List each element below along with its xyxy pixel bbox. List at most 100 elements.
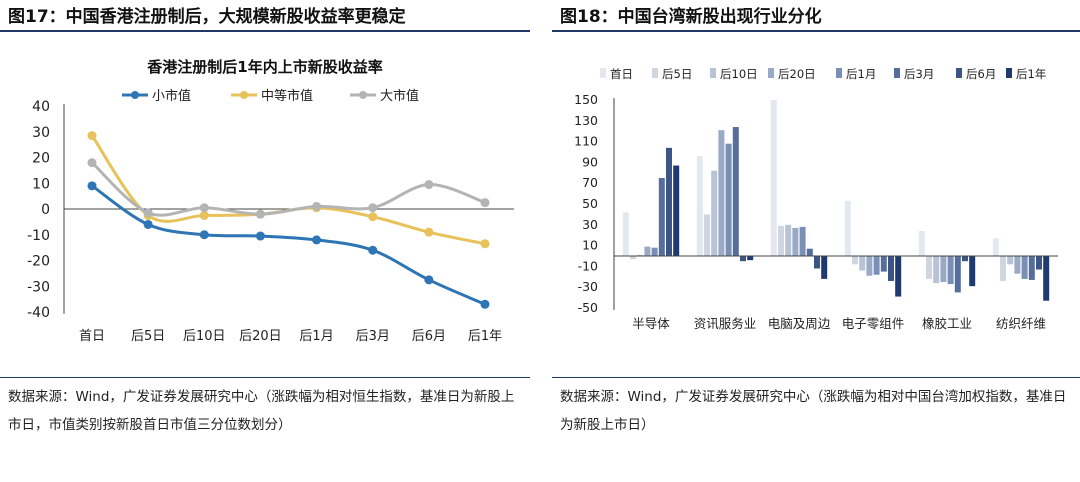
y-tick-label: 10 <box>32 176 50 192</box>
legend-swatch-7 <box>956 68 962 78</box>
bar-6-3 <box>1007 256 1014 265</box>
legend-swatch-8 <box>1006 68 1012 78</box>
right-source-note: 数据来源：Wind，广发证券发展研究中心（涨跌幅为相对中国台湾加权指数，基准日为… <box>560 389 1067 433</box>
bar-6-6 <box>1028 256 1035 280</box>
right-title-rule <box>552 30 1080 32</box>
y-tick-label: -30 <box>578 279 598 294</box>
left-title-rule <box>0 30 530 32</box>
y-tick-label: -10 <box>578 258 598 273</box>
legend-label-1: 小市值 <box>152 88 191 104</box>
right-figure-panel: 图18：中国台湾新股出现行业分化 首日 后5日 后10日 后20日 后1月 后3月 后6月 后… <box>552 0 1080 482</box>
bar-3-4 <box>792 227 799 256</box>
bar-3-2 <box>778 225 784 256</box>
bar-4-6 <box>880 256 887 272</box>
y-tick-label: 30 <box>582 217 598 232</box>
legend-label-8: 后1年 <box>1016 67 1046 81</box>
y-tick-label: 20 <box>32 151 50 167</box>
series-2-point-1 <box>87 131 97 141</box>
series-1-point-8 <box>480 299 490 309</box>
bar-1-3 <box>637 254 644 256</box>
bar-3-5 <box>799 226 806 256</box>
left-figure-panel: 图17：中国香港注册制后，大规模新股收益率更稳定 香港注册制后1年内上市新股收益… <box>0 0 530 482</box>
series-1-point-1 <box>87 181 97 191</box>
bar-chart: 首日 后5日 后10日 后20日 后1月 后3月 后6月 后1年 150 130 110 90 70 50… <box>574 67 1058 331</box>
series-1-point-2 <box>143 219 153 229</box>
series-1-point-6 <box>368 245 378 255</box>
bar-4-8 <box>895 256 902 297</box>
x-tick-label: 后20日 <box>239 329 282 344</box>
y-tick-label: -20 <box>27 254 50 270</box>
series-3-point-5 <box>312 201 322 211</box>
bar-6-1 <box>992 238 999 256</box>
bar-2-8 <box>747 256 754 261</box>
x-tick-label: 后1月 <box>299 329 333 344</box>
bar-2-6 <box>732 127 739 256</box>
series-3-point-3 <box>199 203 209 213</box>
bar-2-5 <box>725 143 732 256</box>
series-3-point-1 <box>87 158 97 168</box>
legend-label-6: 后3月 <box>904 67 934 81</box>
y-tick-label: 70 <box>582 175 598 190</box>
bar-4-5 <box>873 256 880 275</box>
bar-6-8 <box>1043 256 1050 301</box>
legend-marker-2 <box>240 91 248 99</box>
bar-5-6 <box>954 256 961 293</box>
legend-label-4: 后20日 <box>778 67 816 81</box>
bar-2-2 <box>704 214 710 256</box>
bar-1-7 <box>666 147 672 256</box>
bar-4-4 <box>866 256 873 276</box>
x-tick-label: 后10日 <box>183 329 226 344</box>
series-3-point-4 <box>255 209 265 219</box>
y-tick-label: -10 <box>27 228 50 244</box>
bar-3-3 <box>785 224 792 256</box>
legend-label-7: 后6月 <box>966 67 996 81</box>
legend-marker-1 <box>131 91 139 99</box>
y-tick-label: -50 <box>578 300 598 315</box>
series-3-point-7 <box>424 180 434 190</box>
bar-1-5 <box>651 247 658 256</box>
bar-6-5 <box>1021 256 1028 279</box>
y-tick-label: 130 <box>574 113 598 128</box>
y-tick-label: 50 <box>582 196 598 211</box>
x-tick-label: 后6月 <box>412 329 446 344</box>
x-tick-label: 资讯服务业 <box>694 316 757 331</box>
bar-5-2 <box>926 256 932 279</box>
bar-5-8 <box>969 256 976 287</box>
bar-3-1 <box>770 100 777 256</box>
legend-label-2: 中等市值 <box>261 88 313 104</box>
right-source-rule <box>552 377 1080 378</box>
series-1-point-4 <box>255 231 265 241</box>
x-tick-label: 纺织纤维 <box>996 316 1046 331</box>
right-figure-title: 图18：中国台湾新股出现行业分化 <box>560 7 822 27</box>
left-figure-title: 图17：中国香港注册制后，大规模新股收益率更稳定 <box>8 7 406 27</box>
legend-label-5: 后1月 <box>846 67 876 81</box>
series-2-point-6 <box>368 212 378 222</box>
series-2-point-8 <box>480 239 490 249</box>
legend-swatch-3 <box>710 68 716 78</box>
y-tick-label: 30 <box>32 125 50 141</box>
bar-5-1 <box>918 231 925 256</box>
bar-1-8 <box>673 165 680 256</box>
bar-5-3 <box>933 256 940 284</box>
series-3-point-8 <box>480 198 490 208</box>
legend-swatch-6 <box>894 68 900 78</box>
series-1-point-5 <box>312 235 322 245</box>
bar-5-4 <box>940 256 947 282</box>
bar-3-6 <box>806 248 813 256</box>
series-2-point-7 <box>424 227 434 237</box>
x-tick-label: 橡胶工业 <box>922 316 972 331</box>
left-source-note: 数据来源：Wind，广发证券发展研究中心（涨跌幅为相对恒生指数，基准日为新股上市… <box>8 389 515 433</box>
legend-label-2: 后5日 <box>662 67 692 81</box>
series-line-1 <box>91 184 486 306</box>
series-3-point-6 <box>368 203 378 213</box>
y-tick-label: 0 <box>41 202 50 218</box>
series-2-point-3 <box>199 210 209 220</box>
series-1-point-7 <box>424 275 434 285</box>
legend-swatch-4 <box>768 68 774 78</box>
bar-3-7 <box>814 256 820 269</box>
legend-marker-3 <box>359 91 367 99</box>
legend-label-1: 首日 <box>610 67 633 81</box>
bar-4-1 <box>844 200 851 256</box>
y-tick-label: 110 <box>574 134 598 149</box>
